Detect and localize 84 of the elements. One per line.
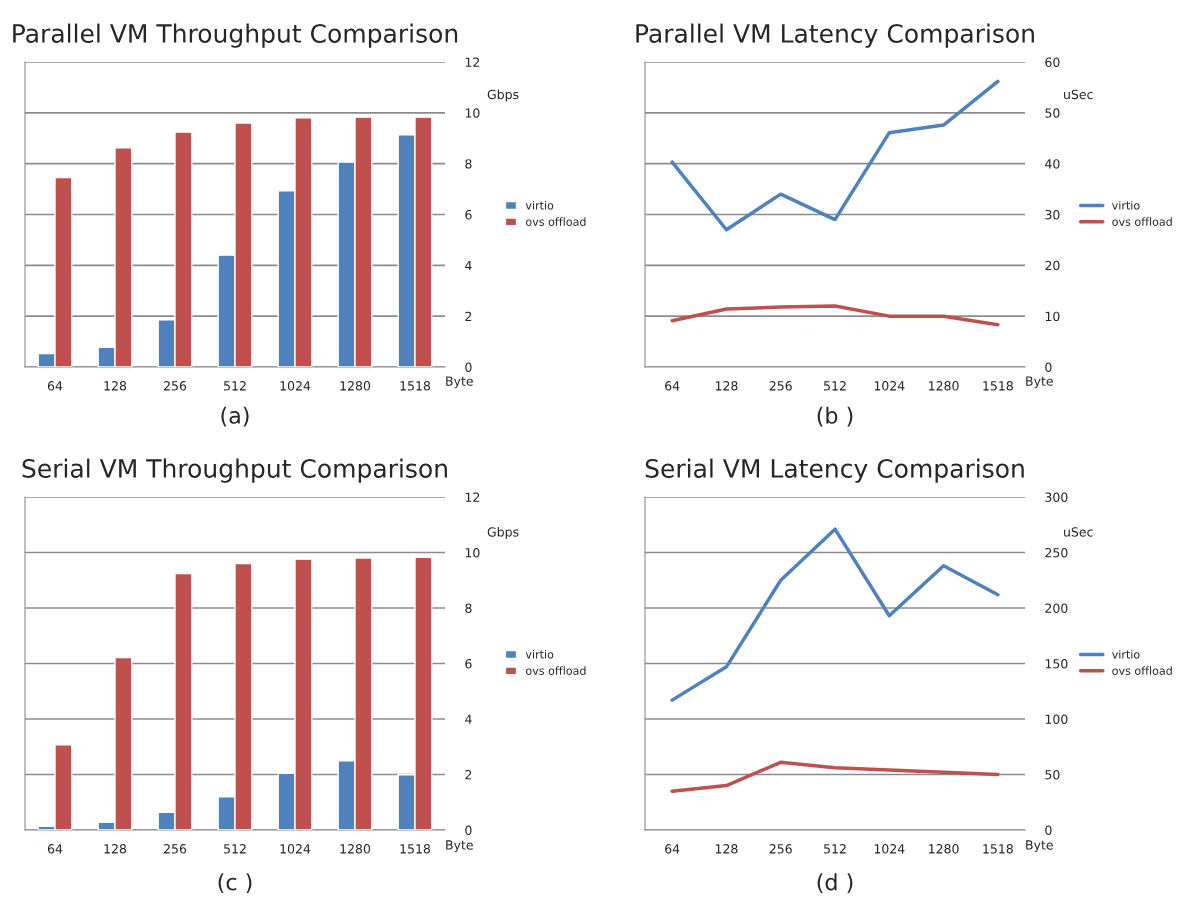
y-tick-label: 40 [1045, 159, 1060, 169]
line-series [670, 79, 1000, 232]
x-tick-label: 1280 [340, 844, 371, 854]
y-tick-label: 4 [465, 260, 472, 271]
x-tick-label: 256 [163, 844, 187, 854]
y-tick-label: 8 [465, 603, 472, 613]
y-tick-label: 6 [465, 209, 472, 220]
y-tick-label: 50 [1045, 769, 1060, 780]
x-tick-label: 1024 [874, 844, 905, 854]
line-series [670, 304, 1000, 327]
x-tick-label: 1024 [874, 381, 905, 391]
y-tick-label: 0 [1045, 825, 1052, 835]
x-tick-label: 1518 [983, 844, 1013, 854]
y-axis-title: Gbps [487, 526, 519, 540]
y-axis-title: uSec [1064, 527, 1093, 537]
x-axis-title: Byte [1026, 376, 1053, 389]
x-tick-label: 512 [824, 844, 846, 854]
x-tick-label: 512 [224, 844, 246, 854]
y-tick-label: 300 [1045, 492, 1068, 502]
chart-title: Parallel VM Latency Comparison [636, 23, 1034, 48]
y-tick-label: 0 [465, 362, 472, 372]
x-tick-label: 256 [769, 381, 792, 391]
y-axis-title: Gbps [487, 89, 519, 102]
chart-title: Serial VM Throughput Comparison [22, 458, 447, 483]
x-tick-label: 128 [715, 381, 738, 391]
x-axis-title: Byte [1026, 840, 1053, 853]
line-series [670, 527, 1000, 702]
x-tick-label: 64 [47, 381, 63, 391]
legend-label: virtio [1112, 200, 1140, 210]
y-tick-label: 0 [465, 825, 472, 835]
legend-label: ovs offload [526, 217, 586, 226]
y-tick-label: 8 [465, 159, 472, 169]
text: (a) [221, 406, 249, 427]
y-tick-label: 12 [465, 492, 480, 502]
x-tick-label: 64 [47, 844, 63, 854]
x-tick-label: 64 [665, 844, 680, 854]
x-axis-title: Byte [446, 376, 473, 389]
x-tick-label: 256 [769, 844, 792, 854]
y-tick-label: 100 [1045, 714, 1068, 724]
legend-label: ovs offload [1112, 666, 1172, 675]
x-tick-label: 1280 [340, 381, 371, 391]
y-tick-label: 150 [1045, 658, 1068, 669]
y-tick-label: 250 [1045, 547, 1068, 558]
text: (c ) [218, 873, 252, 894]
legend-label: ovs offload [526, 666, 586, 675]
legend-label: virtio [525, 200, 554, 210]
y-tick-label: 12 [465, 57, 480, 67]
y-tick-label: 4 [465, 714, 472, 724]
x-tick-label: 1024 [280, 844, 311, 854]
x-tick-label: 1518 [400, 844, 431, 854]
y-tick-label: 6 [465, 658, 472, 669]
y-tick-label: 2 [465, 769, 472, 780]
y-tick-label: 10 [465, 547, 480, 558]
x-tick-label: 1518 [983, 381, 1013, 391]
x-tick-label: 1518 [400, 381, 431, 391]
y-tick-label: 50 [1045, 108, 1060, 118]
y-tick-label: 20 [1045, 260, 1060, 271]
y-tick-label: 30 [1045, 209, 1060, 220]
x-tick-label: 512 [224, 381, 246, 391]
y-tick-label: 0 [1045, 362, 1052, 372]
x-tick-label: 1280 [929, 381, 959, 391]
x-tick-label: 128 [104, 381, 127, 391]
chart-title: Parallel VM Throughput Comparison [13, 23, 458, 48]
legend-label: virtio [525, 649, 554, 659]
x-tick-label: 128 [715, 844, 738, 854]
legend-label: ovs offload [1112, 217, 1172, 226]
line-series [670, 760, 1000, 793]
y-tick-label: 10 [465, 108, 480, 118]
legend-label: virtio [1112, 649, 1140, 659]
y-tick-label: 60 [1045, 57, 1060, 67]
chart-title: Serial VM Latency Comparison [645, 458, 1024, 483]
text: (d ) [817, 873, 853, 894]
x-tick-label: 256 [163, 381, 187, 391]
text: (b ) [817, 406, 853, 427]
y-tick-label: 2 [465, 311, 472, 321]
x-tick-label: 128 [104, 844, 127, 854]
x-tick-label: 64 [665, 381, 680, 391]
y-tick-label: 200 [1045, 603, 1068, 613]
x-axis-title: Byte [446, 840, 473, 853]
x-tick-label: 1024 [280, 381, 311, 391]
x-tick-label: 1280 [929, 844, 959, 854]
y-tick-label: 10 [1045, 311, 1060, 322]
x-tick-label: 512 [824, 381, 846, 391]
y-axis-title: uSec [1064, 89, 1093, 100]
